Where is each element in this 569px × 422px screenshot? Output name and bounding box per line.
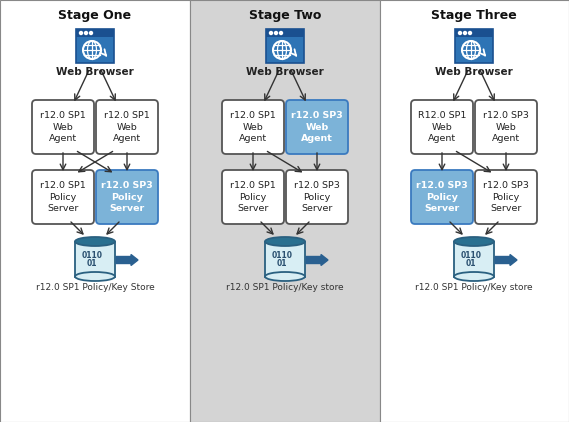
Text: r12.0 SP3
Policy
Server: r12.0 SP3 Policy Server (101, 181, 153, 213)
Ellipse shape (75, 237, 115, 246)
Text: R12.0 SP1
Web
Agent: R12.0 SP1 Web Agent (418, 111, 466, 143)
Ellipse shape (75, 272, 115, 281)
Text: r12.0 SP3
Policy
Server: r12.0 SP3 Policy Server (416, 181, 468, 213)
Text: 0110: 0110 (460, 252, 481, 260)
Bar (0, 0, 190, 422)
Text: 01: 01 (277, 260, 287, 268)
FancyBboxPatch shape (222, 100, 284, 154)
Text: Stage Two: Stage Two (249, 9, 321, 22)
Text: r12.0 SP1
Web
Agent: r12.0 SP1 Web Agent (230, 111, 276, 143)
Circle shape (459, 32, 461, 35)
FancyArrow shape (306, 254, 328, 265)
Circle shape (468, 32, 472, 35)
Circle shape (464, 32, 467, 35)
FancyBboxPatch shape (411, 100, 473, 154)
Text: r12.0 SP3
Policy
Server: r12.0 SP3 Policy Server (294, 181, 340, 213)
Bar (380, 0, 569, 422)
Ellipse shape (265, 237, 305, 246)
FancyBboxPatch shape (286, 100, 348, 154)
Text: 0110: 0110 (81, 252, 102, 260)
Bar (265, 241, 305, 276)
Bar (75, 241, 115, 276)
FancyBboxPatch shape (411, 170, 473, 224)
Text: r12.0 SP3
Web
Agent: r12.0 SP3 Web Agent (483, 111, 529, 143)
Bar (266, 29, 304, 37)
Bar (455, 29, 493, 37)
Circle shape (279, 32, 282, 35)
FancyBboxPatch shape (455, 29, 493, 63)
Circle shape (85, 32, 88, 35)
FancyArrow shape (116, 254, 138, 265)
Circle shape (274, 32, 278, 35)
Text: 01: 01 (86, 260, 97, 268)
Text: r12.0 SP1 Policy/Key store: r12.0 SP1 Policy/Key store (226, 282, 344, 292)
Circle shape (80, 32, 83, 35)
Text: r12.0 SP1 Policy/Key Store: r12.0 SP1 Policy/Key Store (36, 282, 154, 292)
Text: Web Browser: Web Browser (56, 67, 134, 77)
FancyBboxPatch shape (32, 100, 94, 154)
Ellipse shape (454, 237, 494, 246)
FancyArrow shape (495, 254, 517, 265)
Bar (454, 241, 494, 276)
Text: Stage One: Stage One (59, 9, 131, 22)
Text: r12.0 SP1
Web
Agent: r12.0 SP1 Web Agent (40, 111, 86, 143)
Ellipse shape (454, 272, 494, 281)
Text: Web Browser: Web Browser (246, 67, 324, 77)
FancyBboxPatch shape (475, 100, 537, 154)
Text: Stage Three: Stage Three (431, 9, 517, 22)
Bar (76, 29, 114, 37)
Circle shape (89, 32, 93, 35)
Circle shape (270, 32, 273, 35)
Text: r12.0 SP1
Policy
Server: r12.0 SP1 Policy Server (230, 181, 276, 213)
FancyBboxPatch shape (286, 170, 348, 224)
Text: r12.0 SP3
Policy
Server: r12.0 SP3 Policy Server (483, 181, 529, 213)
Ellipse shape (265, 272, 305, 281)
FancyBboxPatch shape (266, 29, 304, 63)
Text: 01: 01 (466, 260, 476, 268)
FancyBboxPatch shape (475, 170, 537, 224)
Text: r12.0 SP1
Policy
Server: r12.0 SP1 Policy Server (40, 181, 86, 213)
FancyBboxPatch shape (222, 170, 284, 224)
FancyBboxPatch shape (76, 29, 114, 63)
FancyBboxPatch shape (96, 170, 158, 224)
FancyBboxPatch shape (96, 100, 158, 154)
Text: r12.0 SP1
Web
Agent: r12.0 SP1 Web Agent (104, 111, 150, 143)
Text: r12.0 SP3
Web
Agent: r12.0 SP3 Web Agent (291, 111, 343, 143)
Text: r12.0 SP1 Policy/Key store: r12.0 SP1 Policy/Key store (415, 282, 533, 292)
Text: Web Browser: Web Browser (435, 67, 513, 77)
Bar (190, 0, 380, 422)
FancyBboxPatch shape (32, 170, 94, 224)
Text: 0110: 0110 (271, 252, 292, 260)
